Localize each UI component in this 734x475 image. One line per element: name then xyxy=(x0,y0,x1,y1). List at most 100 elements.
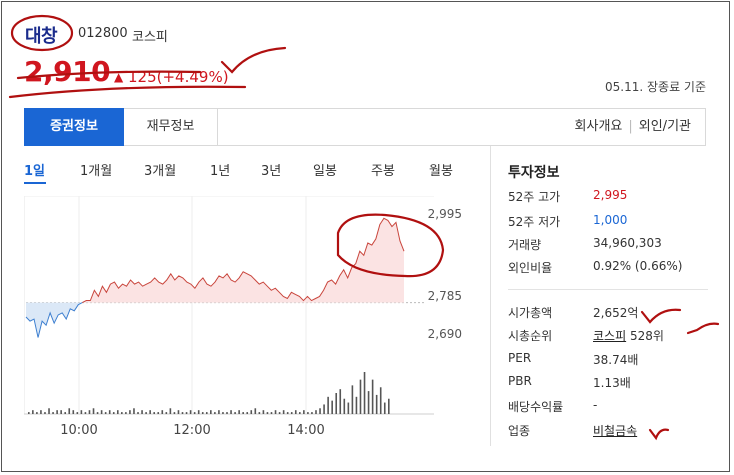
volume-bar xyxy=(303,410,305,414)
volume-bar xyxy=(266,412,269,414)
volume-bar xyxy=(161,410,164,414)
x-tick-label: 14:00 xyxy=(287,423,324,438)
volume-bar xyxy=(193,412,196,414)
volume-bar xyxy=(363,372,366,414)
volume-bar xyxy=(201,412,204,414)
volume-bar xyxy=(52,412,54,414)
info-row-foreign-ratio: 외인비율 0.92% (0.66%) xyxy=(508,259,682,276)
volume-bar xyxy=(311,412,313,414)
volume-bar xyxy=(335,393,338,414)
info-row-dividend-yield: 배당수익률 - xyxy=(508,398,597,415)
price-basis-time: 05.11. 장종료 기준 xyxy=(605,80,706,94)
period-active-underline xyxy=(24,182,46,184)
volume-bar xyxy=(56,410,58,414)
volume-bar xyxy=(242,412,244,414)
volume-bar xyxy=(226,412,228,414)
x-tick-label: 12:00 xyxy=(173,423,210,438)
stock-code: 012800 xyxy=(78,26,128,41)
period-daily[interactable]: 일봉 xyxy=(313,164,337,179)
up-arrow-icon: ▲ xyxy=(114,70,124,84)
volume-bar xyxy=(88,410,91,414)
volume-bar xyxy=(331,400,333,414)
period-3month[interactable]: 3개월 xyxy=(144,164,177,179)
volume-bar xyxy=(290,412,293,414)
volume-bar xyxy=(36,412,38,414)
volume-bar xyxy=(165,412,168,414)
volume-bar xyxy=(367,391,370,414)
volume-bar xyxy=(262,410,265,414)
period-3year[interactable]: 3년 xyxy=(261,164,282,179)
info-row-per: PER 38.74배 xyxy=(508,351,638,367)
info-row-pbr: PBR 1.13배 xyxy=(508,374,631,390)
period-1day[interactable]: 1일 xyxy=(24,164,46,179)
volume-bar xyxy=(319,408,321,414)
volume-bar xyxy=(40,410,42,414)
info-row-market-cap-rank: 시총순위 코스피 528위 xyxy=(508,327,664,344)
volume-bar xyxy=(108,410,111,414)
info-row-52w-high: 52주 고가 2,995 xyxy=(508,188,627,205)
volume-bar xyxy=(181,412,184,414)
volume-bar xyxy=(246,412,249,414)
intraday-price-chart[interactable]: 2,995 2,785 2,690 10:00 12:00 14:00 xyxy=(24,196,474,446)
info-row-industry: 업종 비철금속 xyxy=(508,422,637,439)
volume-bar xyxy=(145,412,147,414)
volume-bar xyxy=(339,389,342,414)
volume-bar xyxy=(112,412,115,414)
volume-bar xyxy=(210,410,212,414)
link-company-overview[interactable]: 회사개요 xyxy=(574,119,623,134)
volume-bar xyxy=(214,412,216,414)
volume-bar xyxy=(125,412,127,414)
info-value: 2,652억 xyxy=(593,306,639,320)
period-1year[interactable]: 1년 xyxy=(210,164,231,179)
info-value: 2,995 xyxy=(593,188,628,202)
tab-links: 회사개요 | 외인/기관 xyxy=(575,109,691,145)
volume-bar xyxy=(48,408,50,414)
volume-bar xyxy=(355,396,358,414)
volume-bar xyxy=(141,410,143,414)
chart-period-selector: 1일 1개월 3개월 1년 3년 일봉 주봉 월봉 xyxy=(24,160,464,186)
volume-bar xyxy=(307,412,309,414)
volume-bar xyxy=(278,412,281,414)
tab-securities-info[interactable]: 증권정보 xyxy=(24,108,124,146)
volume-bar xyxy=(116,410,119,414)
volume-bar xyxy=(44,412,46,414)
volume-bar xyxy=(100,410,103,414)
link-separator: | xyxy=(628,119,633,134)
y-tick-label: 2,995 xyxy=(428,207,462,221)
price-area-above-ref xyxy=(82,218,405,303)
info-label: 외인비율 xyxy=(508,261,553,275)
industry-link[interactable]: 비철금속 xyxy=(593,424,638,438)
volume-bar xyxy=(104,412,107,414)
volume-bar xyxy=(234,412,236,414)
volume-bar xyxy=(286,412,289,414)
price-line-below-ref xyxy=(25,302,83,338)
stock-name[interactable]: 대창 xyxy=(25,26,58,47)
volume-bar xyxy=(177,410,180,414)
period-weekly[interactable]: 주봉 xyxy=(371,164,395,179)
volume-bar xyxy=(189,410,192,414)
period-monthly[interactable]: 월봉 xyxy=(429,164,453,179)
volume-bar xyxy=(379,387,382,414)
info-value: 1.13배 xyxy=(593,376,631,390)
tab-financial-info[interactable]: 재무정보 xyxy=(124,108,218,146)
market-link[interactable]: 코스피 xyxy=(593,329,627,343)
volume-bar xyxy=(375,394,378,414)
period-1month[interactable]: 1개월 xyxy=(80,164,113,179)
volume-bar xyxy=(149,410,151,414)
info-label: 52주 고가 xyxy=(508,190,561,204)
x-tick-label: 10:00 xyxy=(60,423,97,438)
link-foreign-institution[interactable]: 외인/기관 xyxy=(638,119,691,134)
volume-bar xyxy=(230,410,232,414)
price-change: 125(+4.49%) xyxy=(128,68,229,86)
volume-bar xyxy=(294,410,297,414)
volume-bar xyxy=(169,408,172,414)
info-label: 시가총액 xyxy=(508,306,553,320)
volume-bar xyxy=(388,398,390,414)
info-row-market-cap: 시가총액 2,652억 xyxy=(508,304,638,321)
volume-bar xyxy=(254,408,257,414)
volume-bar xyxy=(137,412,139,414)
volume-bar xyxy=(282,410,285,414)
stock-market: 코스피 xyxy=(132,30,168,45)
info-value: 0.92% (0.66%) xyxy=(593,259,683,273)
